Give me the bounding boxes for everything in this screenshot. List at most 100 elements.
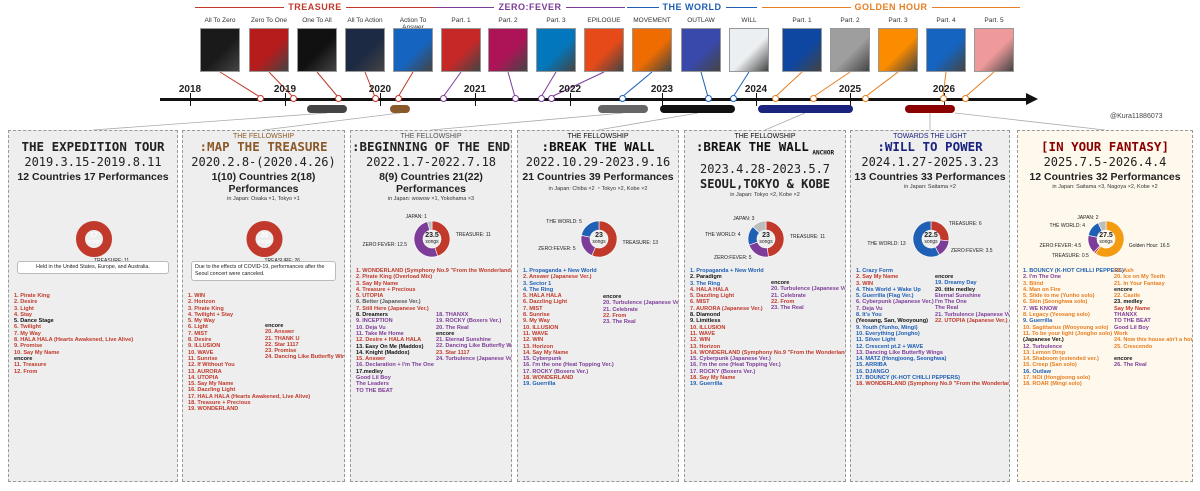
setlist-encore: encore 20. Turbulence (Japanese Ver.) 21. … [771,280,845,312]
tour-bar [307,105,347,113]
donut-segment-label: TREASURE: 13 [622,240,659,247]
setlist-song: 14. Say My Name [523,349,569,356]
setlist-song: 12. Turbulence [1023,343,1063,350]
setlist-song: 2. Horizon [188,299,216,306]
setlist-song: 11. Silver Light [856,337,896,344]
year-tick [662,93,663,106]
album-label: Part. 2 [498,17,518,24]
setlist-main: 1. Pirate King 2. Desire 3. Light 4. Stay 5.… [14,293,133,375]
album-cover [488,28,528,72]
setlist-song: encore [265,323,284,329]
donut-center-count: 26 [260,232,269,239]
setlist-song: 18. Treasure + Precious [188,400,251,407]
panel-supertitle: TOWARDS THE LIGHT [893,133,967,140]
setlist-song: 9. Promise [14,343,43,350]
panel-count: 21 Countries 39 Performances [522,171,674,183]
setlist-song: TO THE BEAT [356,387,393,394]
release-dot [290,95,297,102]
setlist-song: 23. The Real [771,305,804,312]
setlist-song: The Leaders [356,381,389,388]
panel-title: [IN YOUR FANTASY] [1041,139,1169,154]
release-dot [512,95,519,102]
setlist-song: 2. Desire [14,299,38,306]
donut-center-unit: songs [1099,239,1113,245]
panel-supertitle: THE FELLOWSHIP [232,133,295,140]
donut-segment-label: ZERO:FEVER: 12.5 [362,242,407,249]
setlist-song: 3. Sector 1 [523,280,552,287]
panel-note: in Japan: Tokyo ×2, Kobe ×2 [730,191,800,198]
setlist-song: 17. HALA HALA (Hearts Awakened, Live Ali… [188,393,311,400]
album-label: Part. 1 [451,17,471,24]
setlist-song: 25. Crescendo [1114,343,1153,350]
setlist-song: 9. Limitless [690,318,721,325]
setlist-song: 15. Cyberpunk [523,356,562,363]
donut-segment-label: TREASURE: 0.5 [1051,253,1089,260]
setlist-song: 18. Say My Name [690,375,736,382]
panel-title: :WILL TO POWER [877,139,983,154]
setlist-song: 23. medley [1114,299,1143,306]
setlist-song: 7. My Way [14,330,41,337]
setlist-song: 3. Light [14,305,34,312]
album-label: All To Action [347,17,383,24]
album-label: Part. 5 [984,17,1004,24]
release-dot [730,95,737,102]
donut-segment-label: THE WORLD: 5 [546,218,582,225]
album-cover [878,28,918,72]
year-tick [475,93,476,106]
donut-segment [76,221,112,257]
panel-note: in Japan: Osaka ×1, Tokyo ×1 [227,196,300,202]
setlist-song: Work [1114,330,1128,337]
album-cover [536,28,576,72]
setlist-song: 10. Say My Name [14,349,60,356]
album-label: Part. 3 [546,17,566,24]
album-label: All To Zero [204,17,236,24]
donut-center-count: 23 [595,232,603,239]
era-header: TREASURE [195,2,435,12]
year-tick [285,93,286,106]
album-label: Part. 1 [792,17,812,24]
setlist-song: 4. HALA HALA [690,286,729,293]
donut-segment [591,220,618,258]
donut-segment-label: JAPAN: 1 [405,214,427,221]
donut-center-label: 26 songs [250,232,280,246]
album-connector-line [219,71,261,98]
setlist-song: 20. title medley [935,286,976,293]
tour-bar [905,105,955,113]
donut-segment [1097,220,1107,232]
year-tick [190,93,191,106]
release-dot [335,95,342,102]
song-donut-chart [747,220,785,258]
year-tick [380,93,381,106]
setlist-song: 11. WAVE [690,330,716,337]
setlist-song: 1. Propaganda + New World [523,268,597,274]
donut-center-count: 23 [762,232,770,239]
album-cover [441,28,481,72]
setlist-encore: encore 20. Turbulence (Japanese Ver.) 21. … [603,294,678,325]
setlist-song: 6. Cyberpunk (Japanese Ver.) [856,299,934,306]
album-label: MOVEMENT [633,17,671,24]
year-label: 2018 [178,84,202,95]
setlist-song: Say My Name [1114,305,1151,312]
setlist-encore: encore 20. Answer 21. THANK U 22. Star 1117… [265,323,344,361]
donut-segment-label: THE WORLD: 4 [704,231,741,238]
song-donut-chart [912,220,950,258]
panel-count: 12 Countries 32 Performances [1029,171,1181,183]
panel-title: :BEGINNING OF THE END [351,139,511,154]
setlist-song: 11. To be your light (Jongho solo) [1023,330,1113,337]
setlist-song: 3. The Ring [690,280,721,287]
setlist-song: 4. The Ring [523,286,554,293]
setlist-encore: 18. THANXX 19. ROCKY (Boxers Ver.) 20. The… [436,312,511,362]
panel-connector-line [92,112,328,131]
release-dot [810,95,817,102]
album-label: Part. 3 [888,17,908,24]
setlist-song: 3. Blind [1023,280,1044,287]
setlist-song: 7. AURORA (Japanese Ver.) [690,305,763,312]
setlist-song: 10. ILLUSION [690,324,726,331]
setlist-song: 18. THANXX [436,312,469,318]
album-connector-line [507,71,516,98]
panel-connector-line [597,112,699,131]
setlist-song: 12. Desire + HALA HALA [356,337,422,344]
setlist-song: 5. Dazzling Light [690,293,735,300]
donut-segment [246,221,283,257]
setlist-song: TO THE BEAT [1114,318,1151,325]
